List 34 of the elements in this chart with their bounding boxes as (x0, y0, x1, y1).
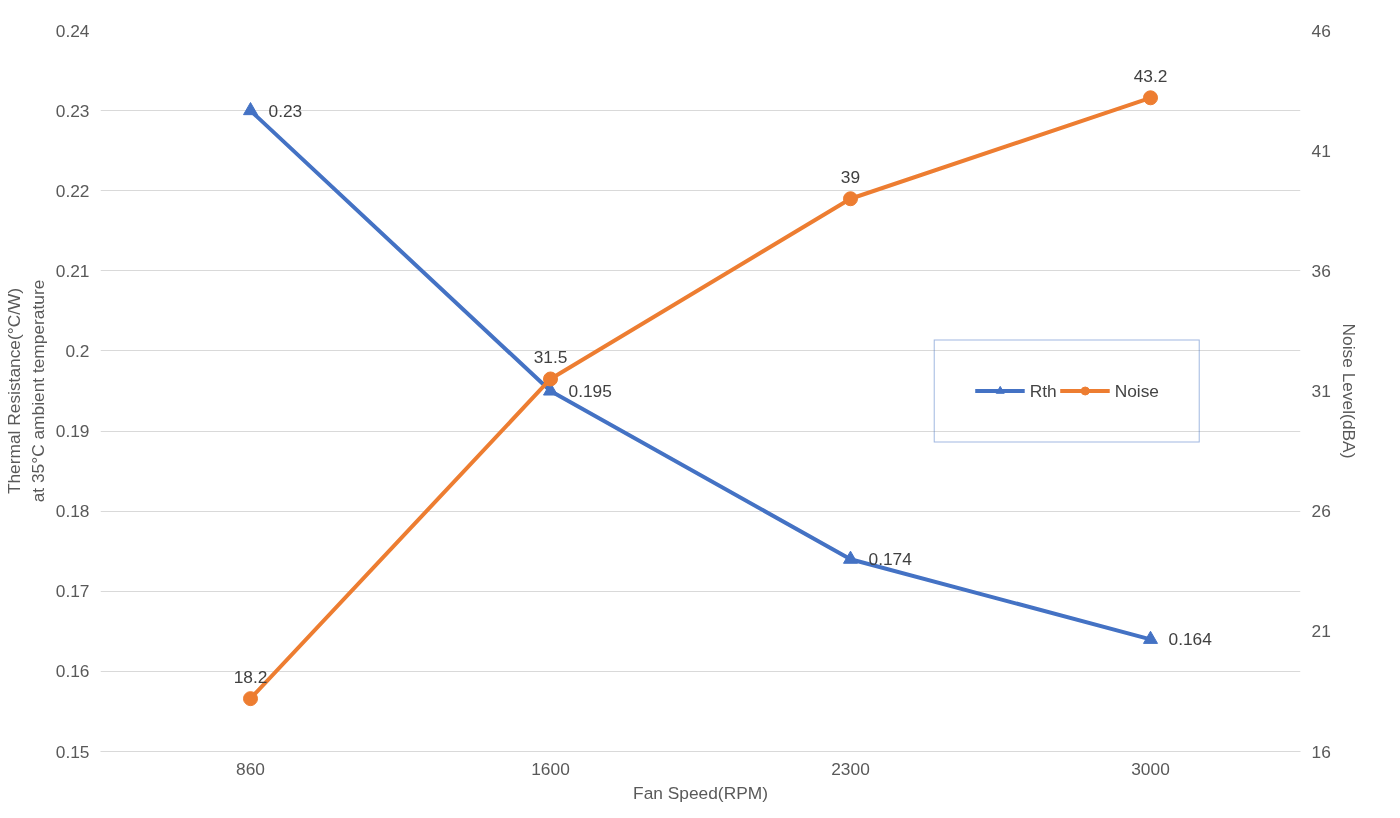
y-tick-label: 0.22 (55, 180, 90, 201)
x-tick-label: 860 (236, 758, 265, 779)
y2-tick-label: 36 (1311, 260, 1331, 281)
y-tick-label: 0.21 (55, 260, 90, 281)
data-label: 43.2 (1133, 65, 1168, 86)
y2-tick-label: 26 (1311, 501, 1331, 522)
data-label: 31.5 (533, 346, 568, 367)
y2-axis-title: Noise Level(dBA) (1338, 323, 1359, 459)
y-tick-label: 0.23 (55, 100, 90, 121)
y-tick-label: 0.2 (65, 340, 90, 361)
y-tick-label: 0.18 (55, 501, 90, 522)
data-label: 18.2 (233, 666, 268, 687)
data-label: 0.195 (568, 381, 612, 401)
y-tick-label: 0.19 (55, 421, 90, 442)
x-axis-title: Fan Speed(RPM) (633, 782, 768, 803)
y2-tick-label: 21 (1311, 621, 1331, 642)
y-tick-label: 0.24 (55, 20, 90, 41)
y2-tick-label: 16 (1311, 741, 1331, 762)
legend-label: Rth (1029, 380, 1057, 401)
x-tick-label: 1600 (531, 758, 570, 779)
y-tick-label: 0.17 (55, 581, 90, 602)
data-label: 39 (840, 166, 861, 187)
y2-tick-label: 46 (1311, 20, 1331, 41)
y2-tick-label: 41 (1311, 140, 1331, 161)
y-tick-label: 0.15 (55, 741, 90, 762)
y-tick-label: 0.16 (55, 661, 90, 682)
x-tick-label: 2300 (831, 758, 870, 779)
y-axis-title: Thermal Resistance(°C/W) at 35°C ambient temperature (3, 279, 48, 503)
x-tick-label: 3000 (1131, 758, 1170, 779)
data-label: 0.164 (1168, 629, 1213, 650)
legend-label: Noise (1114, 380, 1159, 401)
data-label: 0.23 (268, 100, 303, 121)
y2-tick-label: 31 (1311, 381, 1331, 401)
data-label: 0.174 (868, 549, 913, 570)
